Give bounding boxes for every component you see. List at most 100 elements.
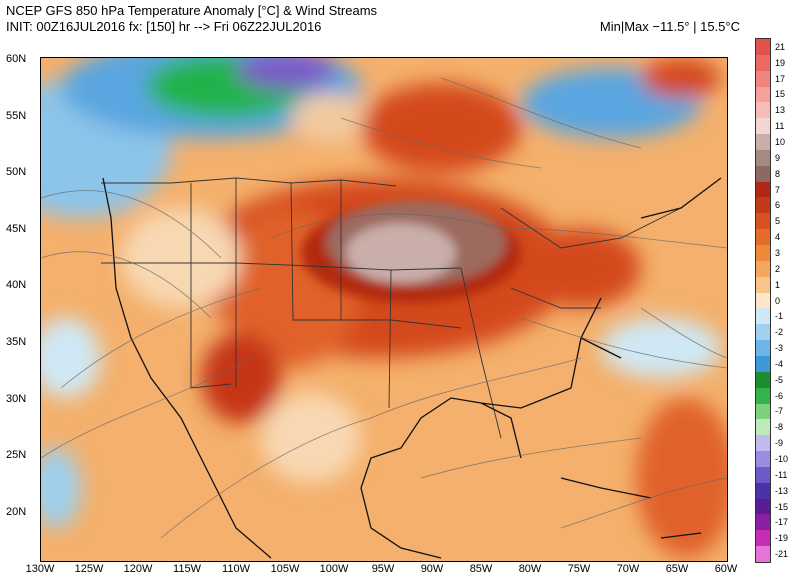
lat-label: 30N — [6, 393, 27, 405]
colorbar-label: -11 — [775, 469, 788, 480]
colorbar-swatch — [756, 70, 770, 87]
lon-label: 125W — [74, 563, 104, 575]
colorbar-swatch — [756, 102, 770, 119]
lon-label: 70W — [616, 563, 640, 575]
colorbar-label: 17 — [775, 73, 786, 84]
coastlines — [102, 177, 722, 559]
colorbar-label: 11 — [775, 121, 785, 132]
lat-label: 55N — [6, 110, 27, 122]
colorbar-swatch — [756, 419, 770, 436]
colorbar-label: 5 — [775, 216, 781, 227]
colorbar-label: 10 — [775, 137, 786, 147]
lat-label: 35N — [6, 336, 27, 348]
colorbar-swatch — [756, 118, 770, 135]
colorbar-label: 3 — [775, 247, 781, 258]
colorbar-label: 7 — [775, 184, 781, 195]
colorbar-swatch — [756, 546, 770, 563]
lat-label: 60N — [6, 53, 27, 65]
colorbar-swatch — [756, 466, 770, 483]
lon-label: 120W — [123, 563, 153, 575]
colorbar-swatch — [756, 39, 770, 55]
lon-label: 115W — [173, 563, 201, 575]
colorbar-label: -21 — [775, 549, 789, 560]
min-max-readout: Min|Max −11.5° | 15.5°C — [599, 19, 740, 34]
colorbar-label: -8 — [775, 422, 784, 433]
lon-label: 75W — [567, 563, 591, 575]
colorbar-label: -13 — [775, 485, 789, 496]
lon-label: 95W — [371, 563, 395, 575]
map-frame — [40, 57, 728, 562]
colorbar-swatch — [756, 498, 770, 515]
colorbar-swatch — [756, 54, 770, 71]
colorbar-label: 9 — [775, 152, 781, 163]
colorbar-label: -6 — [775, 390, 784, 401]
state-boundaries — [101, 177, 682, 439]
colorbar-label: 15 — [775, 89, 786, 100]
colorbar-swatch — [756, 435, 770, 452]
colorbar-label: 21 — [775, 41, 786, 52]
colorbar-swatch — [756, 451, 770, 468]
lon-label: 80W — [518, 563, 542, 575]
colorbar-swatch — [756, 165, 770, 182]
colorbar-swatch — [756, 355, 770, 372]
colorbar-swatch — [756, 340, 770, 357]
colorbar-swatch — [756, 530, 770, 547]
colorbar-swatch — [756, 403, 770, 420]
colorbar-swatch — [756, 197, 770, 214]
colorbar-label: -4 — [775, 358, 784, 369]
colorbar-label: -3 — [775, 343, 784, 354]
colorbar-swatch — [756, 149, 770, 166]
colorbar-label: -7 — [775, 406, 784, 417]
map-title: NCEP GFS 850 hPa Temperature Anomaly [°C… — [6, 3, 378, 18]
colorbar-label: 19 — [775, 57, 786, 68]
lon-label: 130W — [25, 563, 55, 575]
colorbar-swatch — [756, 371, 770, 388]
colorbar-label: 4 — [775, 232, 781, 243]
colorbar-swatch — [756, 245, 770, 262]
temperature-anomaly-map — [41, 58, 727, 561]
colorbar-swatch — [756, 86, 770, 103]
init-forecast-line: INIT: 00Z16JUL2016 fx: [150] hr --> Fri … — [6, 19, 322, 34]
colorbar-swatch — [756, 276, 770, 293]
colorbar-swatch — [756, 387, 770, 404]
colorbar-swatch — [756, 213, 770, 230]
anomaly-colorbar — [755, 38, 771, 563]
colorbar-label: -9 — [775, 438, 784, 449]
lon-label: 100W — [319, 563, 349, 575]
lon-label: 85W — [469, 563, 493, 575]
colorbar-label: -19 — [775, 533, 789, 544]
colorbar-swatch — [756, 482, 770, 499]
colorbar-label: 8 — [775, 168, 781, 179]
colorbar-label: -10 — [775, 453, 789, 464]
colorbar-swatch — [756, 308, 770, 325]
lon-label: 90W — [420, 563, 444, 575]
lat-label: 25N — [6, 449, 27, 461]
colorbar-label: -5 — [775, 374, 784, 385]
lon-label: 65W — [665, 563, 689, 575]
max-anomaly-core — [301, 201, 521, 303]
colorbar-label: 6 — [775, 200, 781, 211]
colorbar-swatch — [756, 514, 770, 531]
colorbar-label: 1 — [775, 279, 781, 290]
lon-label: 60W — [714, 563, 738, 575]
wind-streamlines — [41, 77, 727, 539]
colorbar-label: 2 — [775, 263, 781, 274]
lon-label: 105W — [270, 563, 300, 575]
colorbar-swatch — [756, 260, 770, 277]
lat-label: 40N — [6, 279, 27, 291]
colorbar-swatch — [756, 324, 770, 341]
colorbar-swatch — [756, 292, 770, 309]
colorbar-label: -2 — [775, 327, 784, 338]
lat-label: 50N — [6, 166, 27, 178]
lat-label: 20N — [6, 506, 27, 518]
lat-label: 45N — [6, 223, 27, 235]
colorbar-label: -17 — [775, 517, 789, 528]
colorbar-label: 0 — [775, 295, 781, 306]
colorbar-swatch — [756, 181, 770, 198]
colorbar-swatch — [756, 134, 770, 151]
colorbar-label: -15 — [775, 501, 789, 512]
lon-label: 110W — [222, 563, 250, 575]
colorbar-swatch — [756, 229, 770, 246]
colorbar-label: -1 — [775, 311, 784, 322]
colorbar-label: 13 — [775, 105, 786, 116]
